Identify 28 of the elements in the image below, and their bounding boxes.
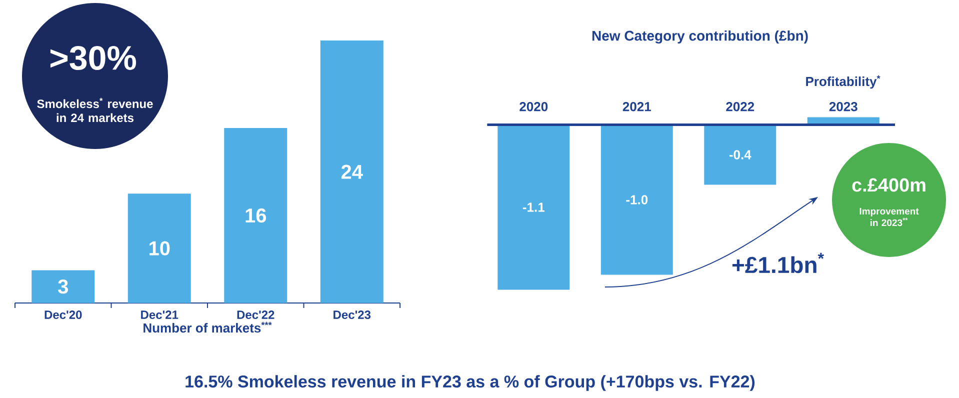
annotation: +£1.1bn$^{*}$: [732, 252, 824, 274]
data-label: -1.0: [626, 195, 648, 204]
x-axis-title: Number of markets$^{***}$: [144, 322, 272, 333]
text: 16.5% Smokeless revenue in FY23 as a % of Group (+170bps vs. FY22): [186, 375, 755, 391]
x-tick-label: 2023: [829, 102, 858, 112]
x-tick-label: Dec'23: [334, 310, 371, 320]
x-tick-label: Dec'20: [44, 310, 82, 320]
bar: [320, 40, 384, 303]
data-label: -1.1: [522, 202, 544, 212]
x-tick-label: 2020: [520, 102, 548, 112]
x-tick-label: Dec'21: [141, 310, 178, 320]
data-label: 24: [341, 164, 363, 179]
x-tick-label: 2021: [622, 102, 651, 112]
annotation: >30%: [50, 46, 136, 70]
text: Profitability$^{*}$: [806, 75, 880, 89]
annotation: Smokeless$^{*}$ revenue in 24 markets: [37, 98, 153, 122]
data-label: 3: [58, 279, 68, 294]
bar: [128, 194, 191, 303]
data-label: 10: [150, 241, 170, 256]
bar: [32, 270, 95, 303]
x-tick-label: Dec'22: [237, 310, 274, 320]
bar: [224, 128, 288, 303]
data-label: 16: [246, 208, 266, 223]
annotation: c.£400m: [852, 178, 926, 192]
data-label: -0.4: [729, 150, 752, 160]
annotation: Improvement in 2023$^{**}$: [860, 208, 919, 226]
x-tick-label: 2022: [726, 102, 754, 112]
chart-title: New Category contribution (£bn): [592, 30, 808, 44]
